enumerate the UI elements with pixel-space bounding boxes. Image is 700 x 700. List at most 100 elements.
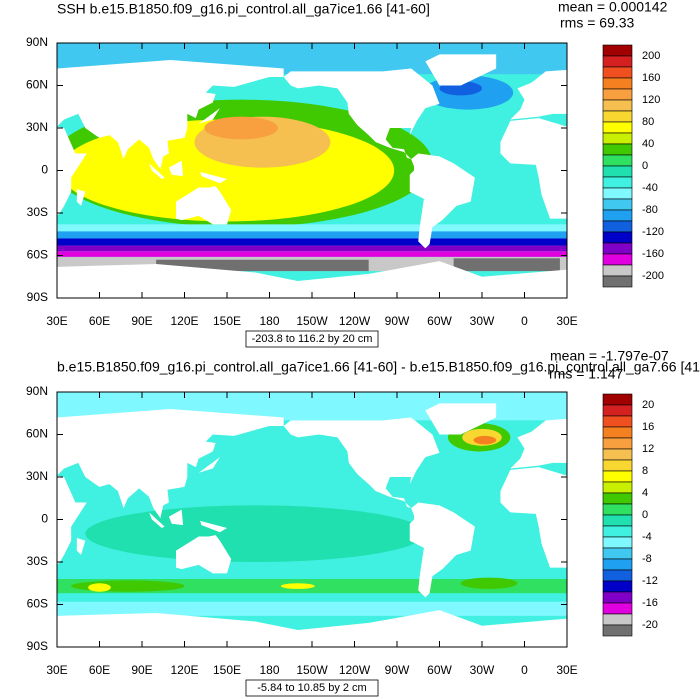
colorbar-box — [602, 613, 633, 626]
lat-label: 90N — [26, 384, 48, 398]
mean-label: mean = 0.000142 — [558, 0, 668, 15]
colorbar-box — [602, 88, 633, 101]
colorbar-label: 0 — [642, 160, 648, 172]
lon-label: 120W — [339, 663, 371, 677]
colorbar-label: 40 — [642, 138, 654, 150]
rms-label: rms = 1.147 — [549, 366, 624, 382]
colorbar-box — [602, 99, 633, 112]
lon-label: 180 — [259, 663, 279, 677]
colorbar-box — [602, 121, 633, 134]
colorbar-label: 16 — [642, 421, 654, 433]
range-label: -203.8 to 116.2 by 20 cm — [252, 333, 373, 345]
colorbar-box — [602, 547, 633, 560]
colorbar-label: -4 — [642, 531, 652, 543]
colorbar-label: -20 — [642, 619, 658, 631]
lat-label: 90N — [26, 35, 48, 49]
lon-label: 150E — [213, 663, 241, 677]
colorbar-box — [602, 165, 633, 178]
lon-label: 0 — [521, 314, 528, 328]
colorbar-box — [602, 624, 633, 637]
colorbar-label: 20 — [642, 399, 654, 411]
range-box — [245, 679, 379, 697]
colorbar-label: 0 — [642, 509, 648, 521]
lat-label: 0 — [41, 512, 48, 526]
colorbar-label: 8 — [642, 465, 648, 477]
range-label: -5.84 to 10.85 by 2 cm — [257, 682, 366, 694]
rms-label: rms = 69.33 — [560, 15, 635, 31]
colorbar-box — [602, 209, 633, 222]
lon-label: 180 — [259, 314, 279, 328]
colorbar-box — [602, 253, 633, 266]
colorbar-label: 80 — [642, 116, 654, 128]
lon-label: 120E — [170, 314, 198, 328]
colorbar-label: -200 — [642, 270, 664, 282]
colorbar-box — [602, 44, 633, 57]
lon-label: 30E — [556, 314, 577, 328]
colorbar-label: 12 — [642, 443, 654, 455]
lon-label: 90W — [385, 663, 410, 677]
lon-label: 150W — [296, 663, 328, 677]
colorbar-box — [602, 470, 633, 483]
lon-label: 30E — [556, 663, 577, 677]
lat-label: 60N — [26, 427, 48, 441]
lat-label: 60S — [27, 248, 48, 262]
lon-label: 60E — [89, 663, 110, 677]
lon-label: 120E — [170, 663, 198, 677]
colorbar-label: -160 — [642, 248, 664, 260]
colorbar-box — [602, 503, 633, 516]
colorbar-box — [602, 426, 633, 439]
colorbar-box — [602, 558, 633, 571]
colorbar-box — [602, 187, 633, 200]
lon-label: 150W — [296, 314, 328, 328]
colorbar-label: 160 — [642, 72, 660, 84]
colorbar-box — [602, 132, 633, 145]
colorbar-label: 4 — [642, 487, 648, 499]
colorbar-box — [602, 591, 633, 604]
colorbar-box — [602, 415, 633, 428]
lon-label: 90W — [385, 314, 410, 328]
map-field — [57, 392, 567, 647]
colorbar-label: -80 — [642, 204, 658, 216]
lat-label: 30N — [26, 120, 48, 134]
colorbar-box — [602, 602, 633, 615]
map-field — [50, 43, 567, 298]
lat-label: 30S — [27, 554, 48, 568]
lat-label: 0 — [41, 163, 48, 177]
panel-title: SSH b.e15.B1850.f09_g16.pi_control.all_g… — [57, 1, 430, 17]
colorbar-label: -12 — [642, 575, 658, 587]
colorbar-box — [602, 525, 633, 538]
colorbar-label: -8 — [642, 553, 652, 565]
lon-label: 150E — [213, 314, 241, 328]
lon-label: 120W — [339, 314, 371, 328]
colorbar-box — [602, 242, 633, 255]
lat-label: 60N — [26, 78, 48, 92]
colorbar-box — [602, 176, 633, 189]
lon-label: 90E — [131, 314, 152, 328]
colorbar-label: -16 — [642, 597, 658, 609]
colorbar-label: -40 — [642, 182, 658, 194]
colorbar-label: 200 — [642, 50, 660, 62]
colorbar-box — [602, 459, 633, 472]
lat-label: 60S — [27, 597, 48, 611]
colorbar-label: -120 — [642, 226, 664, 238]
mean-label: mean = -1.797e-07 — [550, 348, 669, 364]
colorbar-box — [602, 492, 633, 505]
colorbar-box — [602, 220, 633, 233]
colorbar-box — [602, 404, 633, 417]
colorbar-box — [602, 580, 633, 593]
colorbar-box — [602, 55, 633, 68]
lon-label: 60W — [427, 663, 452, 677]
lon-label: 30E — [46, 663, 67, 677]
lon-label: 90E — [131, 663, 152, 677]
colorbar-box — [602, 264, 633, 277]
lon-label: 0 — [521, 663, 528, 677]
lon-label: 30W — [470, 314, 495, 328]
colorbar-box — [602, 448, 633, 461]
lon-label: 60W — [427, 314, 452, 328]
lon-label: 60E — [89, 314, 110, 328]
colorbar-box — [602, 143, 633, 156]
colorbar-box — [602, 198, 633, 211]
lat-label: 90S — [27, 639, 48, 653]
colorbar-box — [602, 393, 633, 406]
